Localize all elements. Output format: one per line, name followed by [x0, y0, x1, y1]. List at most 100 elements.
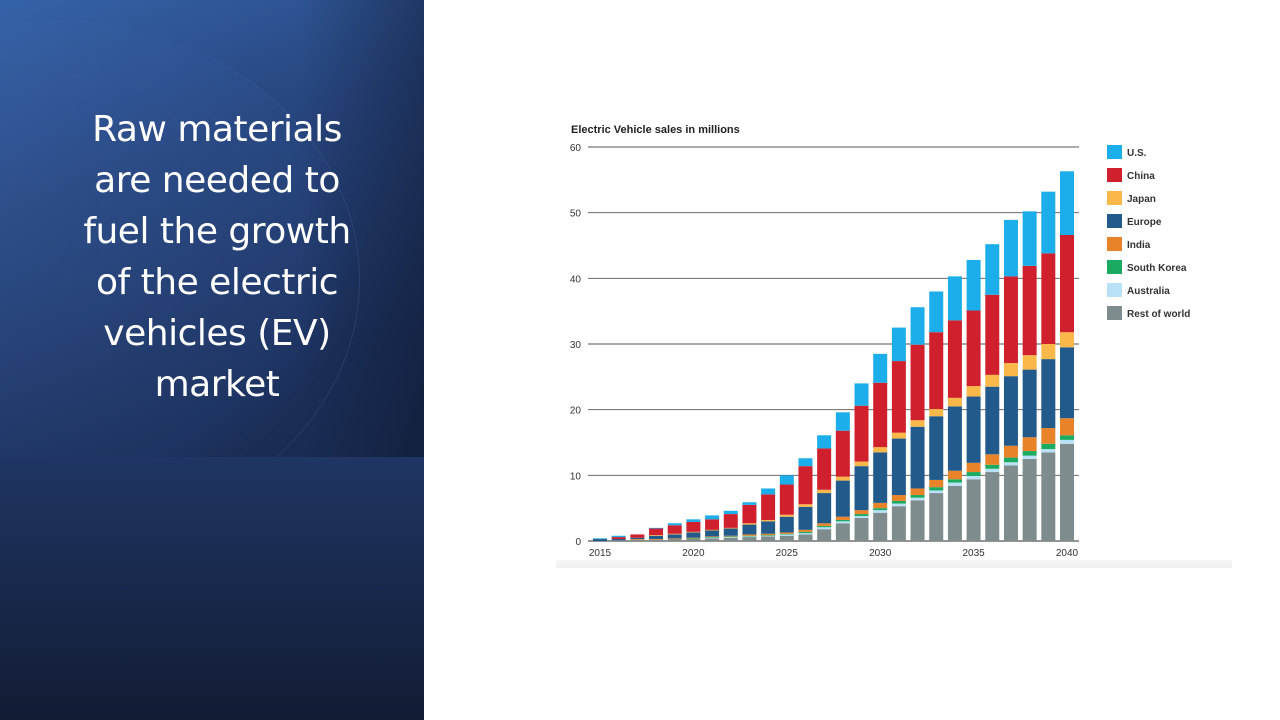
bar-segment-rest-of-world	[742, 537, 757, 541]
bar-segment-south-korea	[929, 487, 944, 491]
legend-swatch	[1107, 191, 1122, 205]
bar-stack-2026	[798, 458, 813, 541]
bar-segment-europe	[649, 535, 664, 540]
bar-segment-australia	[705, 537, 720, 539]
bar-segment-rest-of-world	[611, 540, 626, 541]
bar-segment-rest-of-world	[985, 472, 1000, 541]
bar-segment-europe	[611, 539, 626, 541]
bar-segment-china	[817, 448, 832, 490]
bar-segment-china	[611, 537, 626, 540]
legend-label: India	[1127, 240, 1151, 251]
bar-segment-india	[1060, 418, 1074, 436]
bar-stack-2029	[854, 383, 869, 541]
bar-segment-u-s-	[873, 353, 888, 383]
bar-stack-2035	[966, 259, 981, 541]
bar-stack-2020	[686, 519, 701, 541]
bar-segment-rest-of-world	[649, 539, 664, 541]
bar-segment-india	[891, 495, 906, 501]
bar-segment-japan	[723, 527, 738, 529]
bar-segment-china	[835, 430, 850, 477]
bar-segment-china	[742, 504, 757, 524]
bar-segment-japan	[817, 489, 832, 494]
bar-segment-india	[630, 539, 645, 540]
legend: U.S. China Japan Europe India South Korea Aust…	[1107, 145, 1190, 320]
bar-segment-rest-of-world	[910, 500, 925, 541]
bar-segment-china	[723, 514, 738, 528]
bar-stack-2022	[723, 510, 738, 541]
bar-segment-australia	[1022, 455, 1037, 459]
bar-segment-europe	[891, 438, 906, 496]
bar-segment-europe	[910, 426, 925, 489]
bar-stack-2036	[985, 244, 1000, 541]
bar-stack-2033	[929, 291, 944, 541]
bar-segment-japan	[742, 523, 757, 525]
title-line: of the electric	[96, 262, 338, 303]
bar-segment-china	[649, 528, 664, 536]
bar-segment-japan	[779, 514, 794, 517]
bar-segment-u-s-	[798, 458, 813, 467]
bar-segment-rest-of-world	[1041, 452, 1056, 541]
bar-segment-australia	[985, 468, 1000, 473]
bar-segment-rest-of-world	[630, 539, 645, 541]
bar-segment-india	[1003, 445, 1018, 458]
bar-segment-japan	[835, 476, 850, 481]
bar-segment-australia	[854, 516, 869, 519]
bar-segment-europe	[742, 524, 757, 535]
bar-segment-europe	[835, 480, 850, 517]
bar-segment-south-korea	[1022, 451, 1037, 456]
bar-segment-australia	[1060, 439, 1074, 444]
bar-segment-china	[705, 519, 720, 530]
bar-segment-australia	[723, 537, 738, 538]
bar-segment-japan	[1003, 363, 1018, 377]
bar-segment-india	[929, 479, 944, 488]
bar-segment-europe	[985, 386, 1000, 455]
bar-segment-australia	[817, 527, 832, 530]
bar-segment-south-korea	[910, 495, 925, 498]
bar-segment-japan	[1022, 355, 1037, 370]
bar-segment-europe	[705, 530, 720, 537]
bar-segment-u-s-	[705, 515, 720, 520]
bar-segment-india	[835, 516, 850, 520]
bar-segment-europe	[1060, 347, 1074, 419]
bar-segment-china	[1041, 253, 1056, 344]
bar-segment-rest-of-world	[1003, 465, 1018, 541]
bar-segment-europe	[966, 396, 981, 463]
title-line: fuel the growth	[83, 211, 351, 252]
bar-segment-china	[854, 405, 869, 462]
bar-segment-u-s-	[1041, 191, 1056, 254]
bar-segment-u-s-	[593, 538, 607, 540]
legend-swatch	[1107, 260, 1122, 274]
bar-segment-u-s-	[742, 502, 757, 505]
bar-segment-rest-of-world	[854, 518, 869, 541]
x-tick-label: 2020	[682, 548, 705, 559]
bar-segment-india	[947, 470, 962, 480]
bar-segment-europe	[667, 534, 682, 539]
chart-image: Electric Vehicle sales in millions 0 10 20…	[556, 110, 1232, 567]
bar-segment-u-s-	[966, 259, 981, 311]
bar-segment-india	[742, 534, 757, 536]
bar-segment-china	[873, 382, 888, 448]
bar-segment-india	[779, 532, 794, 534]
legend-label: China	[1127, 171, 1155, 182]
bar-segment-south-korea	[817, 525, 832, 528]
bar-segment-china	[779, 484, 794, 515]
legend-label: South Korea	[1127, 263, 1187, 274]
bar-stack-2038	[1022, 211, 1037, 541]
y-tick-label: 40	[570, 274, 582, 285]
legend-swatch	[1107, 283, 1122, 297]
bar-segment-u-s-	[779, 475, 794, 485]
bar-segment-india	[817, 523, 832, 526]
bar-segment-u-s-	[611, 535, 626, 538]
bar-segment-europe	[686, 532, 701, 538]
bar-segment-rest-of-world	[947, 485, 962, 541]
bar-segment-australia	[929, 490, 944, 494]
bar-stack-2025	[779, 475, 794, 541]
bar-stack-2024	[761, 488, 776, 541]
title-line: market	[154, 364, 280, 405]
bar-segment-india	[873, 502, 888, 509]
bar-segment-china	[985, 294, 1000, 375]
decorative-band	[0, 457, 424, 720]
bar-stack-2040	[1060, 171, 1074, 541]
bar-segment-japan	[854, 461, 869, 467]
decorative-shade	[300, 0, 424, 457]
